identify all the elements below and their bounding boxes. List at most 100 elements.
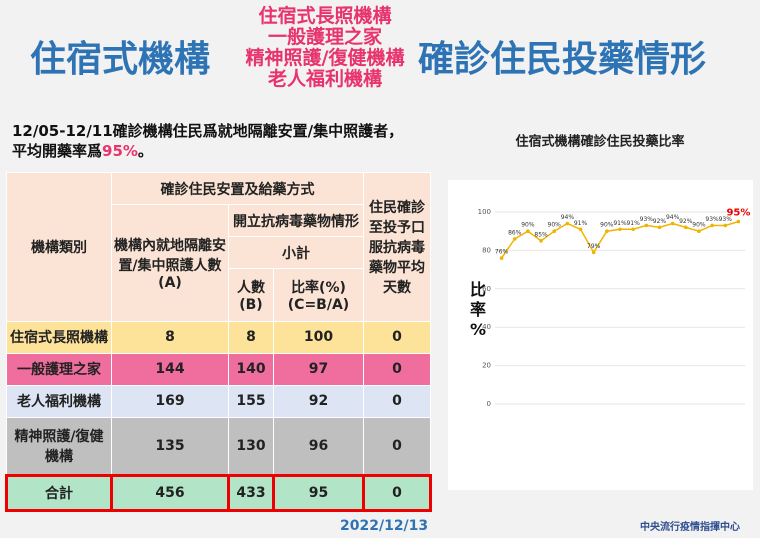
chart-title: 住宿式機構確診住民投藥比率 bbox=[515, 134, 684, 150]
cell: 95 bbox=[271, 474, 366, 512]
title-right: 確診住民投藥情形 bbox=[418, 39, 707, 80]
value-label: 90% bbox=[692, 222, 706, 229]
value-label: 91% bbox=[626, 220, 640, 227]
value-label: 94% bbox=[561, 214, 575, 221]
chart-bg bbox=[448, 180, 753, 490]
cell: 0 bbox=[363, 416, 431, 477]
highlight: 95% bbox=[102, 142, 138, 160]
value-label: 93% bbox=[705, 216, 719, 223]
value-label: 95% bbox=[726, 208, 750, 219]
cell: 0 bbox=[362, 474, 432, 512]
point bbox=[512, 237, 517, 241]
cell: 0 bbox=[363, 352, 431, 386]
y-tick-label: 40 bbox=[482, 323, 491, 331]
point bbox=[670, 221, 675, 226]
header-cell: 開立抗病毒藥物情形 bbox=[228, 204, 364, 237]
value-label: 92% bbox=[679, 218, 693, 225]
point bbox=[683, 225, 688, 230]
value-label: 85% bbox=[534, 231, 548, 238]
cell: 433 bbox=[227, 474, 275, 512]
value-label: 92% bbox=[653, 218, 667, 225]
point bbox=[710, 223, 714, 228]
value-label: 86% bbox=[508, 229, 522, 236]
cell: 8 bbox=[111, 320, 229, 354]
value-label: 93% bbox=[640, 216, 654, 223]
value-label: 90% bbox=[600, 222, 614, 229]
cell: 0 bbox=[363, 320, 431, 354]
header-cell: 機構內就地隔離安置/集中照護人數(A) bbox=[111, 204, 229, 322]
y-axis-label: 比率% bbox=[470, 280, 486, 339]
title-center: 住宿式長照機構 一般護理之家 精神照護/復健機構 老人福利機構 bbox=[235, 6, 415, 90]
cell: 140 bbox=[228, 352, 274, 386]
cell: 合計 bbox=[5, 474, 113, 512]
cell: 老人福利機構 bbox=[6, 384, 112, 418]
cell: 144 bbox=[111, 352, 229, 386]
header-cell: 確診住民安置及給藥方式 bbox=[111, 172, 364, 205]
y-tick-label: 60 bbox=[482, 285, 491, 293]
cell: 一般護理之家 bbox=[6, 352, 112, 386]
point bbox=[591, 250, 596, 255]
row: 一般護理之家 144 140 97 0 bbox=[6, 352, 431, 386]
point bbox=[605, 229, 609, 233]
cell: 精神照護/復健機構 bbox=[6, 416, 112, 477]
y-tick-label: 100 bbox=[478, 208, 491, 216]
point bbox=[499, 256, 504, 260]
header-cell: 住民確診至投予口服抗病毒藥物平均天數 bbox=[363, 172, 431, 322]
header-cell: 小計 bbox=[228, 236, 364, 269]
text: 平均開藥率爲 bbox=[12, 142, 103, 160]
table: 機構類別 確診住民安置及給藥方式 住民確診至投予口服抗病毒藥物平均天數 機構內就地隔… bbox=[5, 172, 432, 512]
point bbox=[618, 227, 622, 232]
summary-line: 平均開藥率爲95%。 bbox=[12, 141, 403, 161]
org: 中央流行疫情指揮中心 bbox=[640, 522, 740, 533]
value-label: 93% bbox=[719, 216, 733, 223]
title-left: 住宿式機構 bbox=[30, 39, 211, 80]
cell: 97 bbox=[272, 352, 365, 386]
cell: 155 bbox=[228, 384, 274, 418]
title-center-line: 一般護理之家 bbox=[267, 26, 382, 48]
point bbox=[539, 239, 543, 243]
point bbox=[644, 223, 649, 228]
y-tick-label: 0 bbox=[487, 400, 491, 408]
cell: 8 bbox=[228, 320, 274, 354]
title-center-line: 老人福利機構 bbox=[267, 68, 382, 90]
text: 。 bbox=[137, 142, 153, 160]
point bbox=[526, 229, 530, 233]
row: 住宿式長照機構 8 8 100 0 bbox=[6, 320, 431, 354]
y-tick-label: 80 bbox=[482, 246, 491, 254]
point bbox=[723, 223, 728, 228]
cell: 住宿式長照機構 bbox=[6, 320, 112, 354]
row: 老人福利機構 169 155 92 0 bbox=[6, 384, 431, 418]
cell: 0 bbox=[363, 384, 431, 418]
point bbox=[578, 227, 583, 232]
date: 2022/12/13 bbox=[340, 518, 429, 534]
cell: 169 bbox=[111, 384, 229, 418]
cell: 96 bbox=[272, 416, 365, 477]
point bbox=[631, 227, 635, 232]
value-label: 76% bbox=[495, 249, 509, 256]
value-label: 91% bbox=[574, 220, 588, 227]
point bbox=[552, 229, 557, 233]
value-label: 91% bbox=[613, 220, 627, 227]
summary: 12/05-12/11確診機構住民爲就地隔離安置/集中照護者， 平均開藥率爲95… bbox=[12, 121, 403, 161]
cell: 456 bbox=[110, 474, 230, 512]
point bbox=[565, 221, 570, 226]
cell: 92 bbox=[272, 384, 365, 418]
point bbox=[736, 219, 741, 224]
point bbox=[697, 229, 701, 233]
row: 合計 456 433 95 0 bbox=[5, 474, 432, 512]
value-label: 90% bbox=[548, 222, 562, 229]
summary-line: 12/05-12/11確診機構住民爲就地隔離安置/集中照護者， bbox=[12, 122, 404, 140]
y-tick-label: 20 bbox=[482, 362, 491, 370]
title-center-line: 住宿式長照機構 bbox=[258, 5, 392, 27]
header-cell: 人數(B) bbox=[228, 268, 274, 322]
title-center-line: 精神照護/復健機構 bbox=[245, 47, 405, 69]
header-cell: 比率(%)(C=B/A) bbox=[272, 268, 365, 322]
value-label: 79% bbox=[587, 243, 601, 250]
point bbox=[657, 225, 662, 230]
row: 精神照護/復健機構 135 130 96 0 bbox=[6, 416, 431, 477]
value-label: 94% bbox=[666, 214, 680, 221]
value-label: 90% bbox=[521, 222, 535, 229]
cell: 135 bbox=[111, 416, 229, 477]
